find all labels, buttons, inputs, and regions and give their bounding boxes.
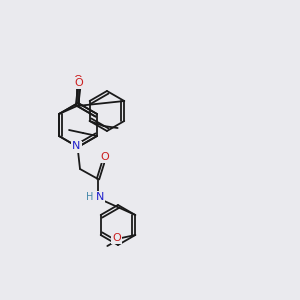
Text: N: N <box>72 141 80 151</box>
Text: O: O <box>112 233 121 243</box>
Text: N: N <box>96 192 104 202</box>
Text: O: O <box>75 78 83 88</box>
Text: H: H <box>86 192 94 202</box>
Text: N: N <box>73 142 81 152</box>
Text: O: O <box>74 75 82 85</box>
Text: O: O <box>100 152 109 162</box>
